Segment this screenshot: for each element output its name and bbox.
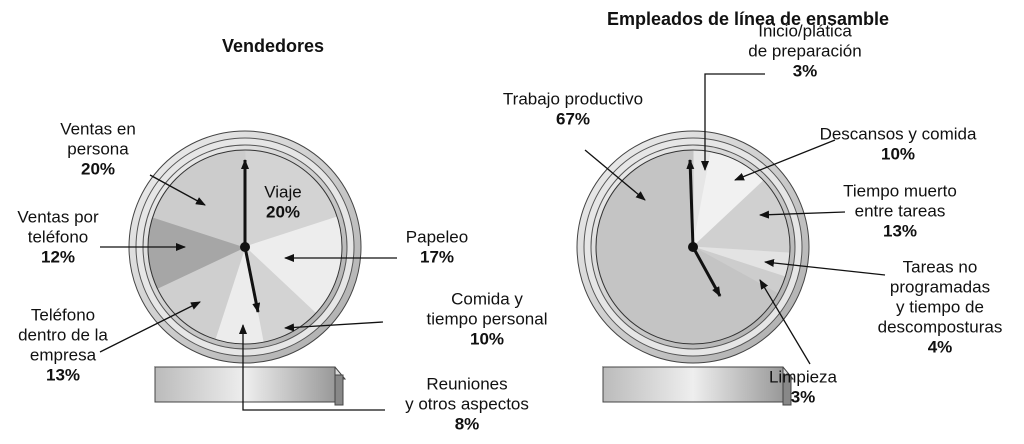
- value-label: 20%: [81, 159, 115, 178]
- slice-label: Descansos y comida: [820, 124, 977, 143]
- slice-label: Comida y: [451, 289, 523, 308]
- leader-arrow: [734, 139, 836, 181]
- clock-center: [240, 242, 250, 252]
- value-label: 13%: [46, 365, 80, 384]
- slice-label: Tareas no: [903, 257, 978, 276]
- leader-arrow: [99, 301, 201, 353]
- slice-label: Limpieza: [769, 367, 838, 386]
- clock-hand: [686, 159, 695, 248]
- slice-label: Ventas por: [17, 207, 99, 226]
- slice-label: entre tareas: [855, 201, 946, 220]
- slice-label: Tiempo muerto: [843, 181, 957, 200]
- slice-label: descomposturas: [878, 317, 1003, 336]
- clock-base-side: [334, 374, 344, 406]
- clock-base-front: [602, 366, 784, 403]
- value-label: 13%: [883, 221, 917, 240]
- slice-label: Ventas en: [60, 119, 136, 138]
- clock-face-edge: [595, 149, 791, 345]
- slice-label: persona: [67, 139, 129, 158]
- slice-label: tiempo personal: [427, 309, 548, 328]
- leader-arrow: [759, 279, 811, 365]
- value-label: 3%: [791, 387, 816, 406]
- clock-center: [688, 242, 698, 252]
- value-label: 10%: [470, 329, 504, 348]
- slice-label: Papeleo: [406, 227, 468, 246]
- clock-hand: [243, 246, 261, 313]
- leader-arrow: [239, 324, 385, 411]
- slice-label: programadas: [890, 277, 990, 296]
- value-label: 17%: [420, 247, 454, 266]
- slice-label: empresa: [30, 345, 97, 364]
- value-label: 20%: [266, 202, 300, 221]
- chart-title: Empleados de línea de ensamble: [607, 9, 889, 29]
- value-label: 12%: [41, 247, 75, 266]
- value-label: 67%: [556, 109, 590, 128]
- leader-arrow: [149, 174, 206, 206]
- leader-arrow: [701, 73, 765, 171]
- value-label: 8%: [455, 414, 480, 433]
- slice-label: Reuniones: [426, 374, 507, 393]
- value-label: 4%: [928, 337, 953, 356]
- slice-label: Teléfono: [31, 305, 95, 324]
- slice-label: y otros aspectos: [405, 394, 529, 413]
- leader-arrow: [759, 210, 846, 219]
- clock-base-front: [154, 366, 336, 403]
- slice-label: Viaje: [264, 182, 302, 201]
- slice-label: Inicio/plática: [758, 21, 852, 40]
- leader-arrow: [284, 321, 384, 332]
- slice-label: de preparación: [748, 41, 861, 60]
- slice-label: teléfono: [28, 227, 89, 246]
- pie-chart: Empleados de línea de ensambleInicio/plá…: [503, 9, 1002, 407]
- chart-title: Vendedores: [222, 36, 324, 56]
- leader-arrow: [584, 149, 646, 201]
- leader-arrow: [764, 258, 886, 276]
- slice-label: y tiempo de: [896, 297, 984, 316]
- value-label: 3%: [793, 61, 818, 80]
- clock-hand: [691, 246, 722, 297]
- slice-label: dentro de la: [18, 325, 108, 344]
- value-label: 10%: [881, 144, 915, 163]
- clock-base-side: [782, 374, 792, 406]
- slice-label: Trabajo productivo: [503, 89, 643, 108]
